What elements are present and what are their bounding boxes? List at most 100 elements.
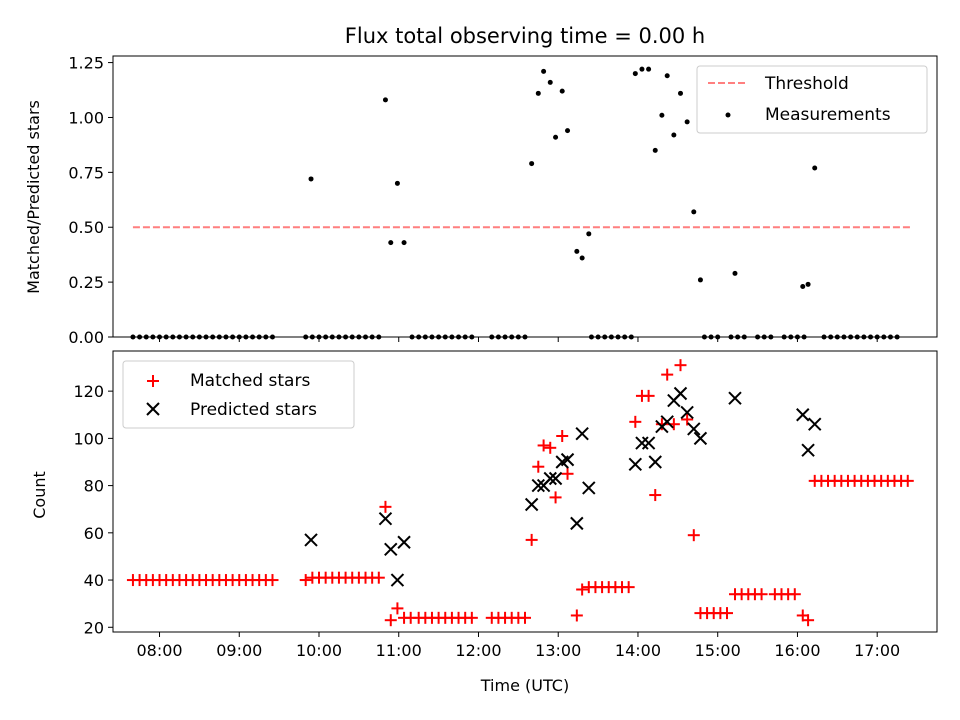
x-axis-label: Time (UTC) <box>480 676 569 695</box>
predicted-star-point <box>648 455 662 469</box>
matched-star-point <box>537 439 550 452</box>
top-y-tick-label: 0.25 <box>68 273 104 292</box>
bottom-y-tick-label: 40 <box>84 571 104 590</box>
measurement-point <box>805 281 811 287</box>
predicted-legend-icon <box>146 402 160 416</box>
measurement-point <box>565 128 571 134</box>
bottom-y-tick-label: 60 <box>84 524 104 543</box>
matched-star-point <box>465 611 478 624</box>
measurement-point <box>659 112 665 118</box>
top-legend: Threshold Measurements <box>696 65 928 134</box>
matched-star-point <box>556 430 569 443</box>
x-tick-label: 08:00 <box>136 641 182 660</box>
x-tick-label: 13:00 <box>535 641 581 660</box>
predicted-star-point <box>560 452 575 467</box>
predicted-star-point <box>397 535 411 549</box>
measurement-point <box>574 248 580 254</box>
x-tick-label: 16:00 <box>774 641 820 660</box>
predicted-star-point <box>570 516 584 531</box>
bottom-y-axis-label: Count <box>30 471 49 519</box>
bottom-axes-frame <box>112 350 938 633</box>
x-tick-label: 09:00 <box>216 641 262 660</box>
matched-star-point <box>629 415 642 428</box>
matched-star-point <box>802 614 815 627</box>
matched-star-point <box>661 368 674 381</box>
matched-star-point <box>384 614 397 627</box>
predicted-star-point <box>693 431 708 446</box>
matched-star-point <box>788 588 801 601</box>
predicted-star-point <box>728 391 742 405</box>
top-legend-box <box>696 65 928 134</box>
x-tick-label: 10:00 <box>296 641 342 660</box>
matched-star-point <box>391 602 404 615</box>
matched-star-point <box>544 441 557 454</box>
chart-title: Flux total observing time = 0.00 h <box>345 24 705 48</box>
predicted-star-point <box>582 481 596 495</box>
measurement-point <box>553 134 559 140</box>
matched-star-point <box>532 460 545 473</box>
measurement-point <box>308 176 314 182</box>
measurement-point <box>691 209 697 215</box>
bottom-legend: Matched stars Predicted stars <box>122 360 355 429</box>
bottom-y-tick-label: 100 <box>73 429 104 448</box>
predicted-star-point <box>524 497 539 512</box>
matched-star-point <box>525 533 538 546</box>
top-axis-ticks: 0.00 0.25 0.50 0.75 1.00 1.25 <box>68 54 878 347</box>
matched-star-point <box>570 609 583 622</box>
measurement-point <box>732 270 738 276</box>
measurement-point <box>652 147 658 153</box>
measurement-point <box>586 231 592 237</box>
predicted-star-point <box>801 443 815 457</box>
top-y-axis-label: Matched/Predicted stars <box>24 100 43 294</box>
measurement-point <box>671 132 677 138</box>
matched-star-point <box>642 389 655 402</box>
predicted-star-point <box>680 405 694 420</box>
measurement-point <box>800 284 806 290</box>
predicted-star-point <box>796 408 810 422</box>
matched-star-point <box>721 607 734 620</box>
measurement-point <box>677 90 683 96</box>
predicted-star-point <box>673 386 688 401</box>
measurement-point <box>646 66 652 72</box>
measurement-point <box>632 71 638 77</box>
legend-predicted-label: Predicted stars <box>190 400 317 420</box>
bottom-y-tick-label: 20 <box>84 618 104 637</box>
measurement-point <box>541 68 547 74</box>
measurement-point <box>388 240 394 246</box>
matched-star-point <box>681 413 694 426</box>
predicted-star-point <box>378 511 393 526</box>
legend-measurements-label: Measurements <box>765 105 891 125</box>
x-tick-label: 17:00 <box>854 641 900 660</box>
matched-star-point <box>372 571 385 584</box>
measurement-point <box>394 180 400 186</box>
bottom-plot-area <box>126 359 914 627</box>
bottom-axis-ticks: 08:00 09:00 10:00 11:00 12:00 13:00 14:00 15:00… <box>73 382 900 660</box>
matched-star-point <box>622 581 635 594</box>
measurement-point <box>697 277 703 283</box>
predicted-star-point <box>641 436 656 450</box>
measurement-point <box>559 88 565 94</box>
matched-star-point <box>299 574 312 587</box>
top-axes-frame <box>112 55 938 338</box>
x-tick-label: 11:00 <box>376 641 422 660</box>
top-y-tick-label: 1.00 <box>68 108 104 127</box>
measurement-point <box>382 97 388 103</box>
matched-star-point <box>755 588 768 601</box>
matched-star-point <box>576 583 589 596</box>
predicted-star-point <box>548 471 563 486</box>
measurement-point <box>547 79 553 85</box>
legend-threshold-label: Threshold <box>764 74 849 94</box>
measurement-point <box>639 66 645 72</box>
measurement-point <box>664 73 670 79</box>
matched-star-point <box>674 359 687 372</box>
predicted-star-point <box>687 422 701 436</box>
measurement-point <box>812 165 818 171</box>
matched-star-point <box>519 611 531 624</box>
matched-legend-icon <box>147 375 159 387</box>
predicted-star-point <box>304 533 318 547</box>
matched-star-point <box>901 474 914 487</box>
x-tick-label: 14:00 <box>615 641 661 660</box>
predicted-star-point <box>808 417 822 431</box>
matched-star-point <box>687 529 700 542</box>
